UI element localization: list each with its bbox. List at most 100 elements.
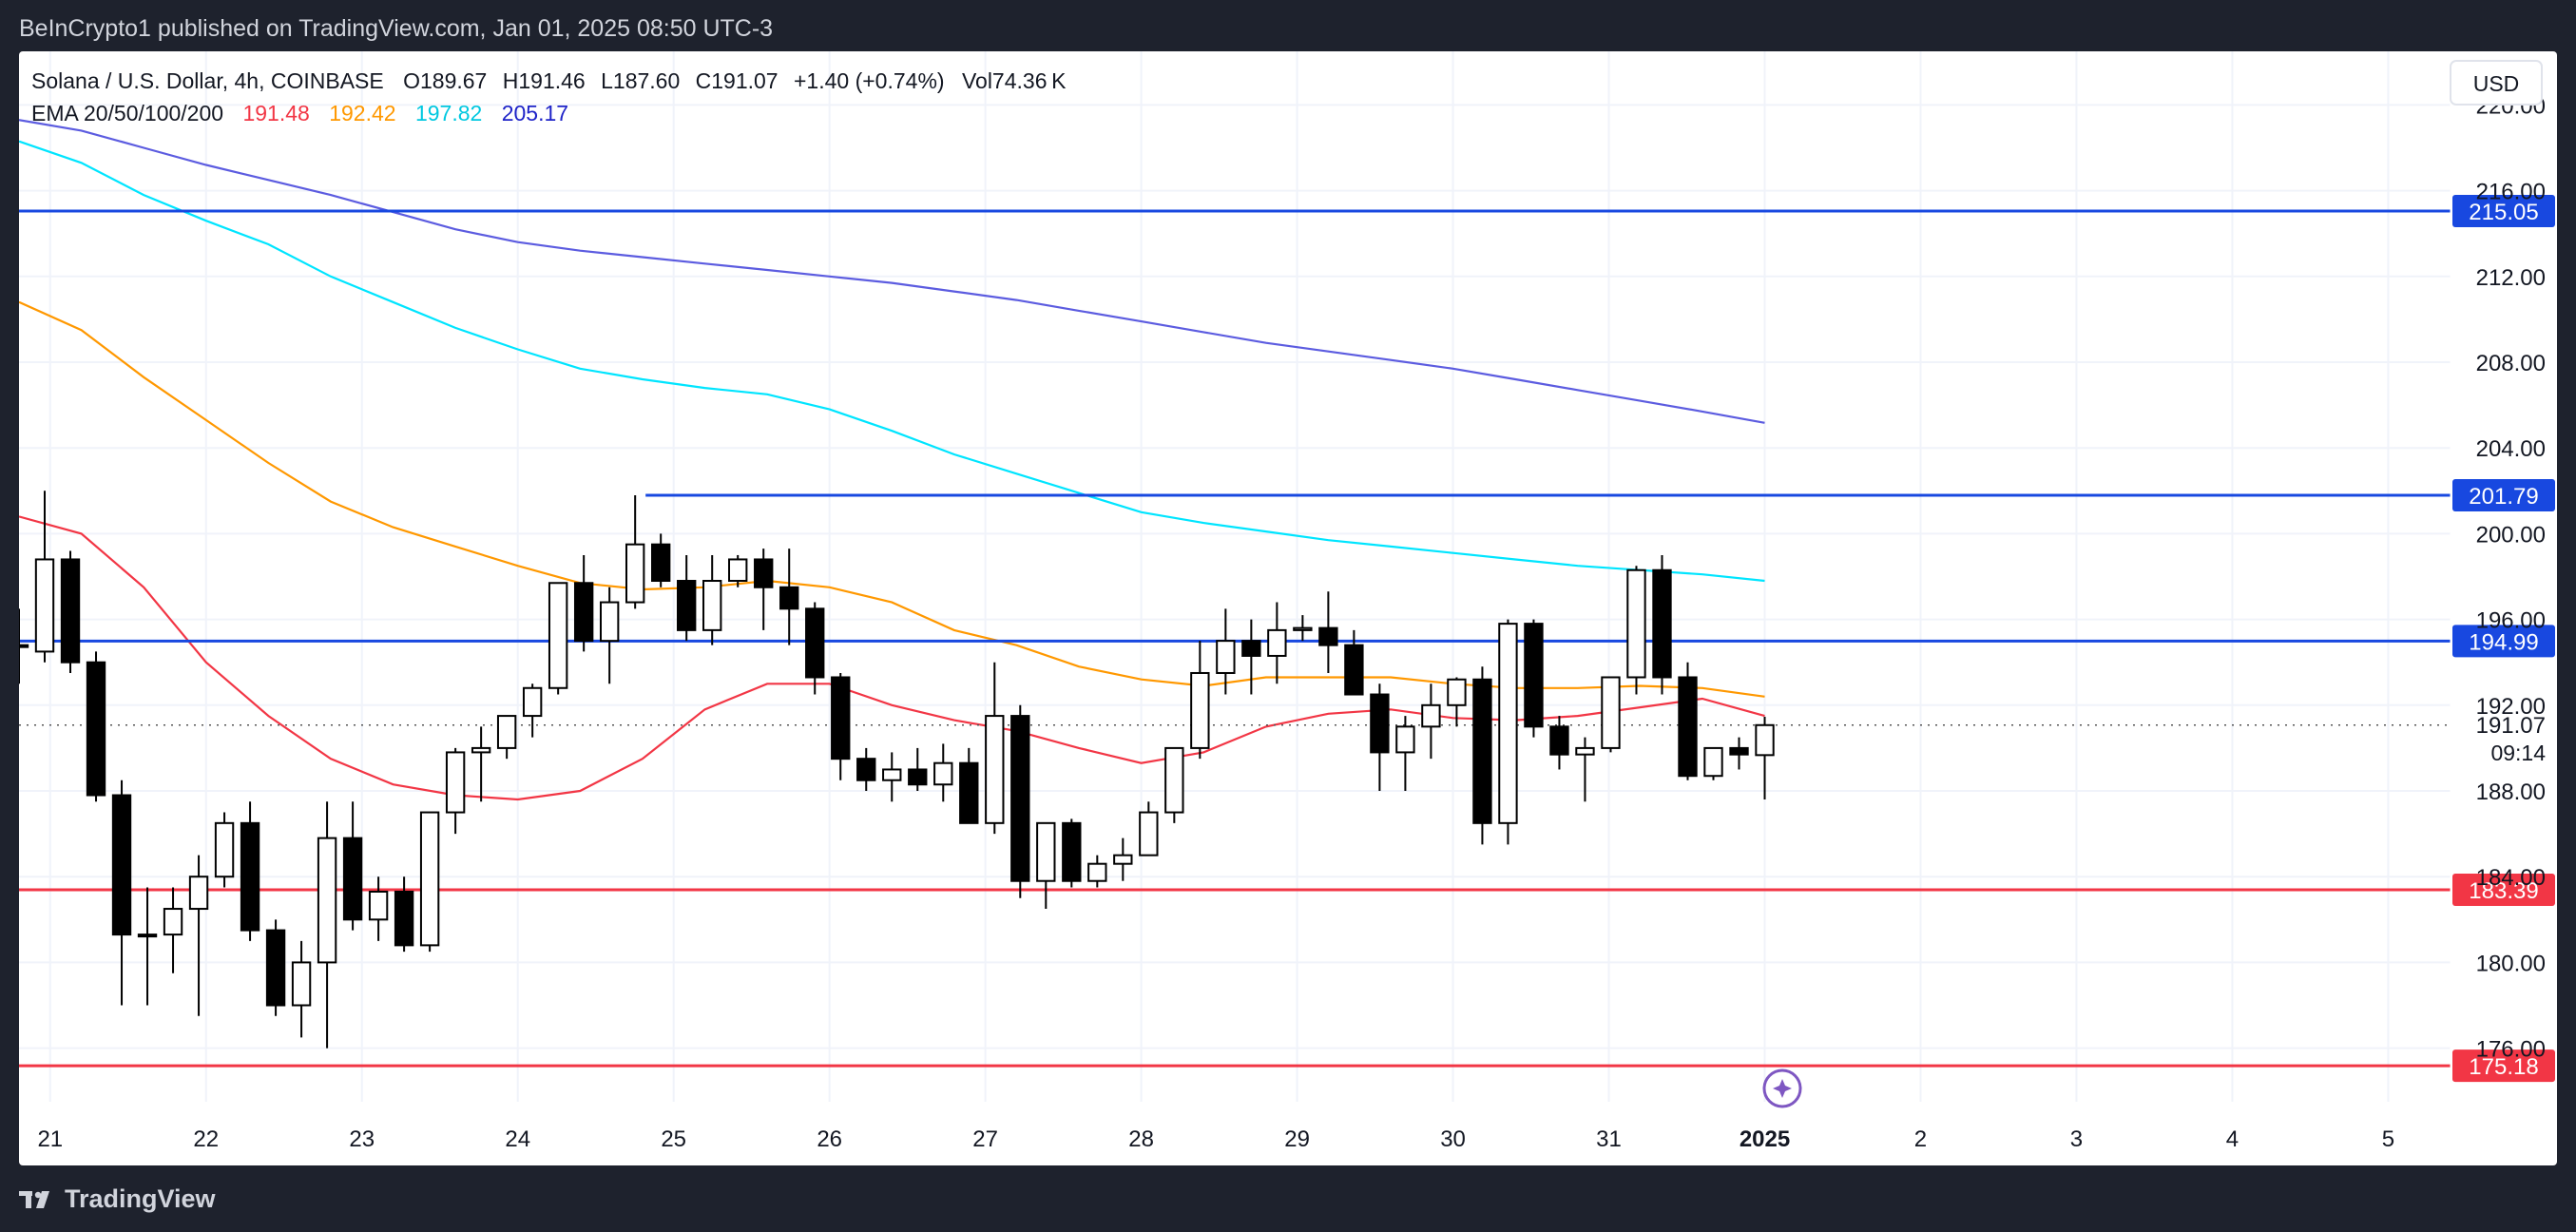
y-tick-label: 216.00 — [2476, 180, 2546, 205]
candle[interactable] — [805, 602, 825, 695]
candle[interactable] — [522, 683, 543, 738]
candle[interactable] — [1318, 591, 1338, 673]
candle[interactable] — [1601, 676, 1621, 753]
currency-label[interactable]: USD — [2473, 71, 2520, 96]
candle[interactable] — [625, 495, 645, 609]
ema-line-ema200 — [19, 119, 1765, 424]
candle[interactable] — [831, 672, 851, 780]
candle[interactable] — [728, 554, 748, 587]
candle[interactable] — [368, 876, 389, 941]
candle[interactable] — [599, 587, 620, 684]
price-chart[interactable]: 215.05 201.79 194.99 183.39 175.18 191.0709:1… — [19, 51, 2557, 1165]
candle[interactable] — [240, 801, 260, 941]
candle[interactable] — [754, 549, 774, 630]
candle[interactable] — [548, 582, 568, 695]
symbol-legend: Solana / U.S. Dollar, 4h, COINBASE O189.… — [31, 68, 1067, 93]
candle[interactable] — [1472, 666, 1492, 845]
candle[interactable] — [933, 743, 953, 802]
candle[interactable] — [342, 801, 363, 931]
candle-body — [1395, 725, 1415, 754]
candle[interactable] — [1524, 619, 1544, 738]
candle[interactable] — [1190, 641, 1210, 760]
candle[interactable] — [1678, 662, 1698, 780]
candle[interactable] — [445, 747, 466, 835]
candle[interactable] — [1575, 737, 1595, 802]
candle[interactable] — [1164, 746, 1184, 823]
candle[interactable] — [265, 919, 286, 1016]
candle[interactable] — [1447, 677, 1467, 727]
candles[interactable] — [19, 491, 1775, 1049]
candle[interactable] — [291, 940, 312, 1038]
candle[interactable] — [702, 554, 722, 645]
candle[interactable] — [985, 662, 1005, 835]
candle[interactable] — [1267, 602, 1287, 684]
candle[interactable] — [188, 855, 209, 1016]
candle[interactable] — [60, 550, 81, 673]
candle[interactable] — [496, 715, 517, 760]
level-label: 175.18 — [2469, 1054, 2538, 1080]
candle[interactable] — [1755, 716, 1775, 800]
candle[interactable] — [1395, 716, 1415, 792]
candle[interactable] — [419, 811, 440, 953]
candle[interactable] — [1421, 683, 1441, 760]
candle[interactable] — [1139, 801, 1159, 857]
candle[interactable] — [1370, 683, 1390, 792]
candle[interactable] — [1062, 818, 1082, 888]
horizontal-levels[interactable]: 215.05 201.79 194.99 183.39 175.18 191.0709:1… — [19, 195, 2555, 1083]
candle[interactable] — [111, 780, 132, 1006]
candle[interactable] — [1087, 855, 1107, 888]
candle[interactable] — [1010, 704, 1030, 898]
publish-header: BeInCrypto1 published on TradingView.com… — [0, 0, 2576, 51]
candle[interactable] — [86, 651, 106, 802]
candle[interactable] — [137, 887, 158, 1006]
candle[interactable] — [394, 876, 414, 953]
candle[interactable] — [1549, 716, 1569, 770]
candle[interactable] — [1652, 554, 1672, 695]
time-axis[interactable]: 21 22 23 24 25 26 27 28 29 30 31 2025 2 3 4 5 — [37, 1126, 2394, 1152]
candle[interactable] — [1216, 608, 1236, 695]
candle-body — [111, 794, 132, 936]
candle[interactable] — [573, 554, 594, 652]
candle[interactable] — [1241, 619, 1261, 695]
chart-panel[interactable]: 215.05 201.79 194.99 183.39 175.18 191.07 09:1… — [19, 51, 2557, 1165]
x-tick-label: 3 — [2070, 1126, 2083, 1152]
x-tick-label: 22 — [193, 1126, 219, 1152]
candle-body — [1113, 854, 1133, 865]
candle[interactable] — [214, 812, 235, 888]
candle-body — [1087, 862, 1107, 882]
candle[interactable] — [19, 608, 29, 684]
candle[interactable] — [882, 752, 902, 802]
candle[interactable] — [1498, 619, 1518, 845]
candle[interactable] — [959, 747, 979, 824]
candle-body — [60, 558, 81, 664]
candle[interactable] — [1113, 837, 1133, 881]
y-tick-label: 188.00 — [2476, 780, 2546, 805]
candle-body — [1678, 676, 1698, 778]
ema50-value: 192.42 — [329, 101, 395, 125]
candle-body — [240, 821, 260, 932]
sparkle-icon[interactable] — [1762, 1068, 1802, 1108]
candle[interactable] — [1344, 629, 1364, 696]
candle[interactable] — [34, 491, 55, 663]
tradingview-logo[interactable]: TradingView — [19, 1184, 216, 1214]
candle[interactable] — [651, 533, 671, 587]
candle-body — [1216, 640, 1236, 674]
candle[interactable] — [1626, 566, 1646, 695]
candle[interactable] — [163, 887, 183, 973]
candle[interactable] — [1729, 737, 1749, 770]
candle[interactable] — [1703, 746, 1723, 780]
brand-name: TradingView — [65, 1184, 216, 1213]
candle[interactable] — [908, 747, 928, 792]
candle[interactable] — [677, 554, 697, 642]
candle[interactable] — [856, 747, 876, 792]
candle[interactable] — [779, 549, 799, 645]
ohlc-change: +1.40 (+0.74%) — [794, 68, 945, 93]
candle-body — [291, 961, 312, 1007]
ema200-value: 205.17 — [502, 101, 568, 125]
candle[interactable] — [1293, 615, 1313, 642]
candle[interactable] — [1036, 821, 1056, 910]
candle-body — [1241, 640, 1261, 657]
currency-button[interactable]: USD — [2450, 60, 2543, 106]
candle[interactable] — [317, 801, 337, 1049]
candle[interactable] — [471, 726, 491, 802]
